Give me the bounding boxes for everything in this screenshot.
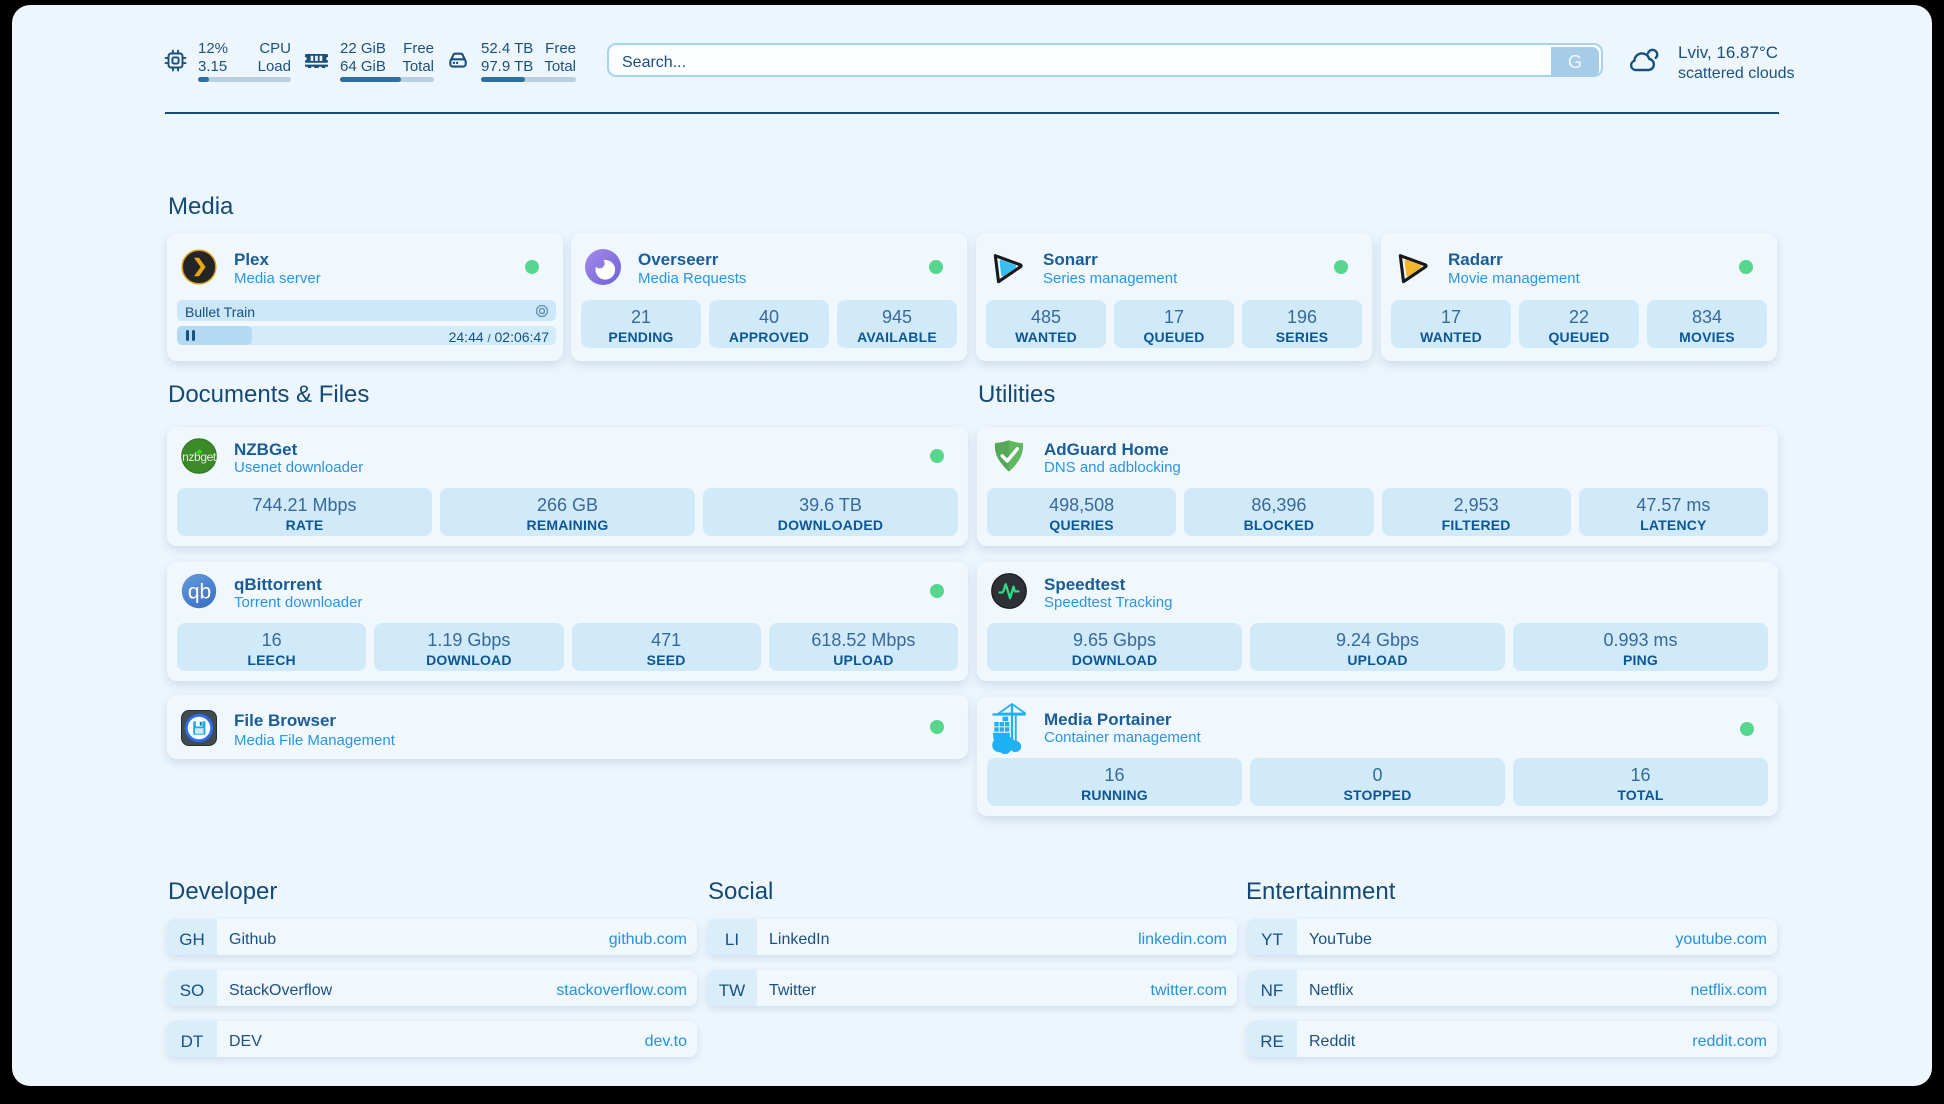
svg-text:nzbget: nzbget (182, 450, 217, 464)
svg-text:qb: qb (188, 581, 211, 604)
